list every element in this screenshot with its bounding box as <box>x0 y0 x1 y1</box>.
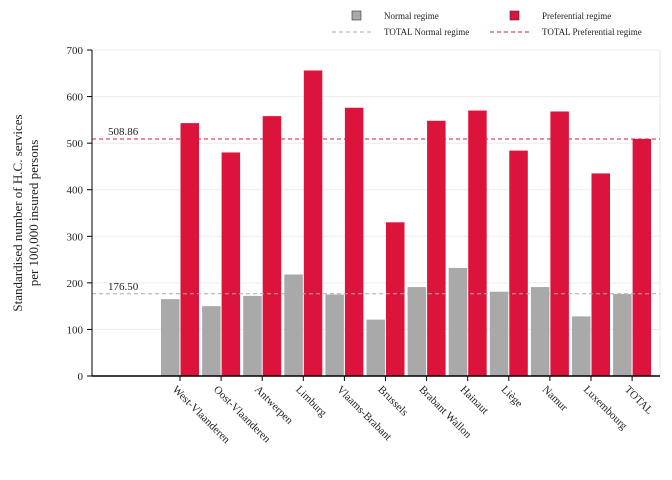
bar-preferential <box>509 150 528 376</box>
reference-lines: 176.50 508.86 <box>92 126 660 295</box>
y-tick-labels: 0 100 200 300 400 500 600 700 <box>67 45 84 383</box>
bar-normal <box>366 319 385 376</box>
bar-preferential <box>180 123 199 376</box>
bar-preferential <box>550 111 569 376</box>
bar-preferential <box>344 107 364 377</box>
bar-preferential <box>591 173 610 376</box>
reference-line-label: 176.50 <box>108 281 139 293</box>
y-tick-label: 400 <box>67 185 84 197</box>
y-axis-title-line: Standardised number of H.C. services <box>10 114 25 311</box>
y-tick-label: 200 <box>67 278 84 290</box>
bar-normal <box>407 287 427 376</box>
x-tick-labels: West-VlaanderenOost-VlaanderenAntwerpenL… <box>170 384 656 447</box>
x-tick-label: TOTAL <box>622 384 655 417</box>
x-tick-label: Antwerpen <box>252 384 295 427</box>
bar-normal <box>284 274 303 376</box>
bar-preferential <box>221 152 241 376</box>
bar-normal <box>489 291 509 376</box>
bar-preferential <box>468 110 487 377</box>
bar-normal <box>243 295 262 376</box>
bar-normal <box>325 294 344 376</box>
reference-line-label: 508.86 <box>108 126 139 138</box>
bar-normal <box>613 294 632 376</box>
x-tick-label: Limburg <box>293 384 329 420</box>
x-tick-label: Namur <box>540 384 570 414</box>
bar-preferential <box>427 120 446 376</box>
legend: Normal regime Preferential regime TOTAL No… <box>332 10 642 37</box>
y-tick-label: 700 <box>67 45 84 57</box>
bar-preferential <box>262 116 282 376</box>
legend-label: TOTAL Preferential regime <box>542 27 642 37</box>
legend-label: Normal regime <box>384 11 439 21</box>
legend-swatch <box>509 10 520 21</box>
x-tick-label: Liège <box>499 384 525 410</box>
axes <box>87 49 660 381</box>
bar-preferential <box>632 138 652 376</box>
y-axis-title-line: per 100,000 insured persons <box>26 140 41 287</box>
y-tick-label: 500 <box>67 138 84 150</box>
y-tick-label: 300 <box>67 231 84 243</box>
y-axis-title: Standardised number of H.C. services per … <box>10 114 41 311</box>
bar-normal <box>530 287 550 376</box>
legend-label: Preferential regime <box>542 11 611 21</box>
legend-swatch <box>351 10 362 21</box>
x-tick-label: Brussels <box>375 384 410 419</box>
x-tick-label: Hainaut <box>458 384 491 417</box>
bar-normal <box>572 316 591 376</box>
bar-preferential <box>303 70 323 377</box>
y-tick-label: 0 <box>78 371 84 383</box>
bars <box>161 70 652 377</box>
y-tick-label: 100 <box>67 324 84 336</box>
bar-normal <box>161 299 180 376</box>
legend-label: TOTAL Normal regime <box>384 27 469 37</box>
bar-normal <box>448 267 468 376</box>
bar-preferential <box>386 222 405 376</box>
y-tick-label: 600 <box>67 92 84 104</box>
bar-normal <box>202 306 221 376</box>
